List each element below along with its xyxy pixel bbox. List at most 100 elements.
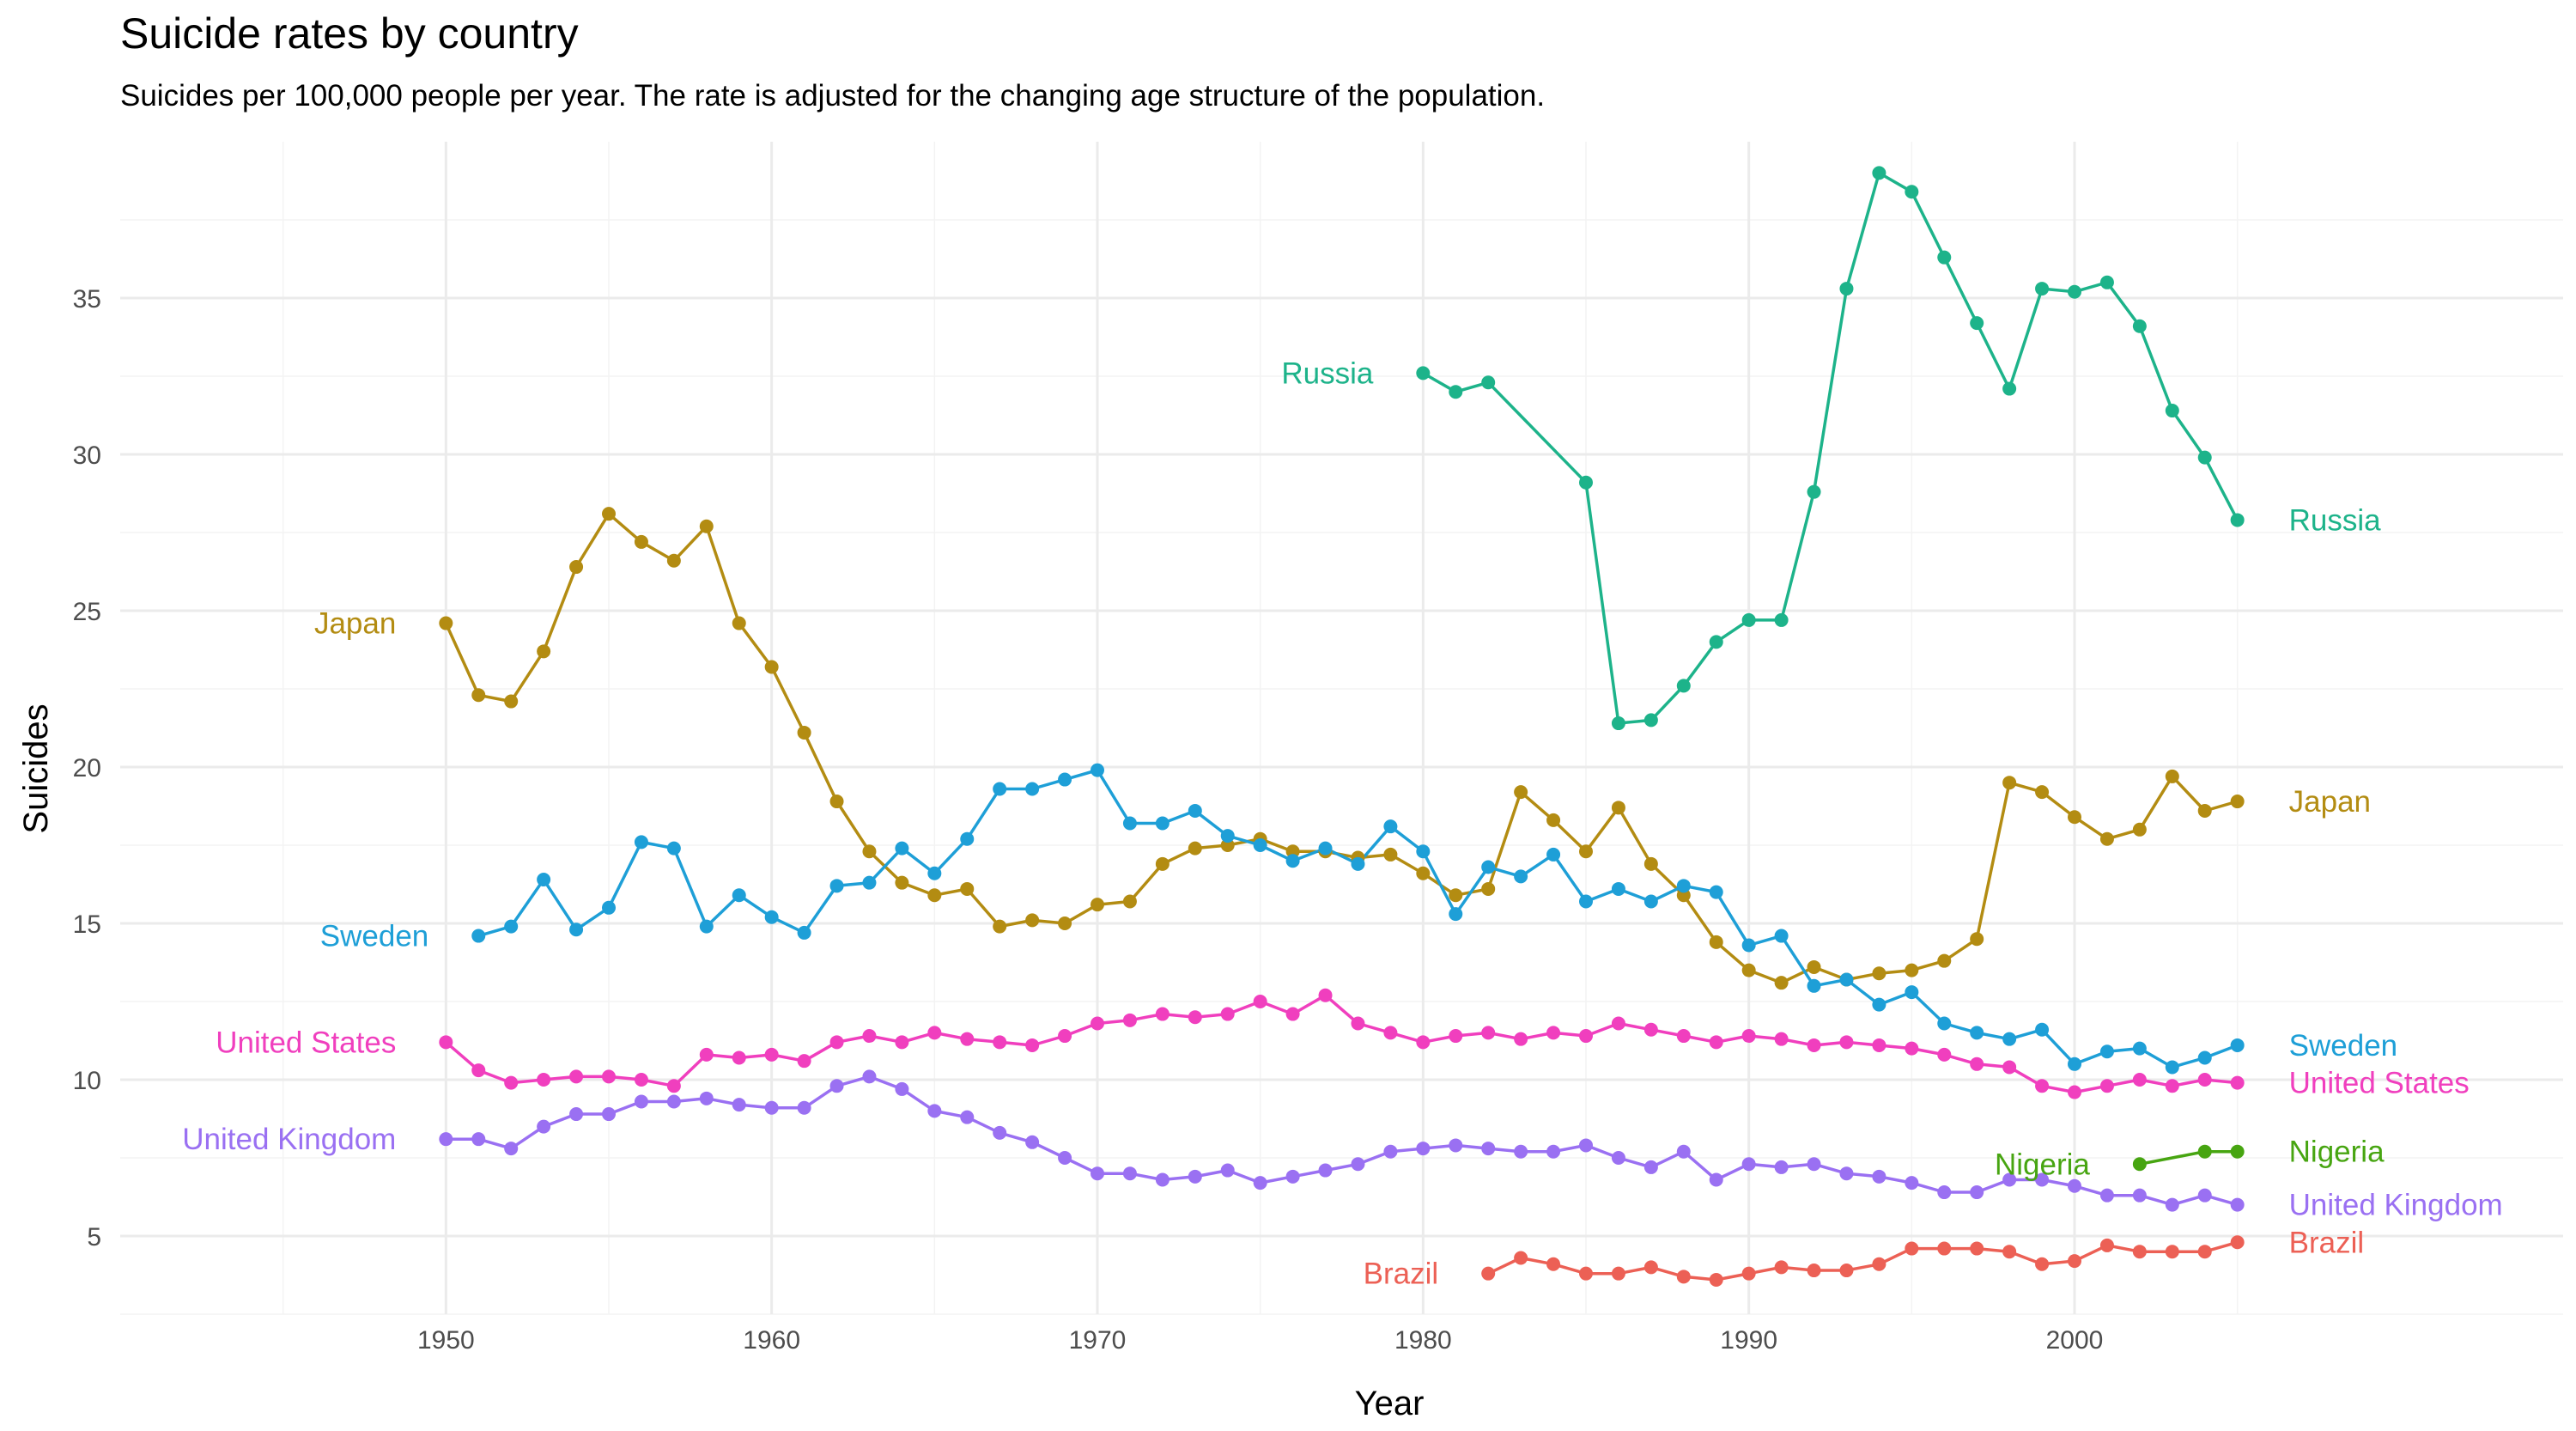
brazil-point — [1872, 1257, 1886, 1271]
x-tick-label: 1960 — [743, 1326, 800, 1355]
united-states-point — [1546, 1026, 1561, 1040]
united-states-point — [797, 1054, 811, 1069]
sweden-point — [1383, 819, 1398, 834]
japan-point — [960, 881, 975, 896]
united-states-point — [1611, 1016, 1625, 1031]
sweden-point — [1351, 856, 1365, 871]
sweden-point — [2002, 1032, 2017, 1046]
united-states-point — [1025, 1038, 1040, 1052]
united-states-point — [537, 1073, 551, 1087]
russia-end-label: Russia — [2289, 503, 2382, 537]
united-states-point — [829, 1035, 844, 1050]
united-kingdom-point — [1155, 1172, 1170, 1187]
united-kingdom-point — [1905, 1176, 1919, 1190]
united-kingdom-point — [862, 1069, 877, 1084]
series-lines — [444, 171, 2239, 1282]
united-states-point — [1318, 988, 1333, 1002]
sweden-point — [1741, 938, 1756, 953]
brazil-point — [1546, 1257, 1561, 1271]
russia-point — [1741, 612, 1756, 627]
japan-point — [829, 795, 844, 809]
united-states-point — [960, 1032, 975, 1046]
brazil-point — [1970, 1241, 1984, 1256]
united-kingdom-point — [439, 1132, 453, 1147]
y-axis-ticks: 5 10 15 20 25 30 35 — [73, 285, 101, 1251]
united-states-point — [1416, 1035, 1431, 1050]
sweden-point — [1905, 985, 1919, 1000]
japan-point — [504, 694, 519, 709]
sweden-point — [1449, 907, 1463, 922]
japan-point — [1709, 935, 1723, 949]
japan-end-label: Japan — [2289, 785, 2371, 819]
united-states-point — [1285, 1007, 1300, 1021]
sweden-point — [2035, 1022, 2050, 1037]
united-states-point — [569, 1069, 584, 1084]
united-kingdom-point — [1091, 1166, 1104, 1181]
brazil-point — [1611, 1266, 1625, 1281]
nigeria-end-label: Nigeria — [2289, 1136, 2385, 1169]
united-states-end-label: United States — [2289, 1067, 2470, 1100]
sweden-point — [764, 910, 779, 924]
sweden-point — [797, 925, 811, 940]
russia-point — [2002, 381, 2017, 396]
russia-point — [1872, 166, 1886, 180]
sweden-point — [732, 888, 746, 903]
y-tick-label: 35 — [73, 285, 101, 314]
japan-point — [1188, 841, 1202, 856]
united-kingdom-point — [1676, 1144, 1691, 1159]
japan-point — [1643, 856, 1658, 871]
united-kingdom-point — [666, 1094, 681, 1109]
united-kingdom-point — [1970, 1185, 1984, 1200]
united-kingdom-point — [602, 1107, 616, 1122]
japan-point — [2068, 810, 2081, 825]
united-kingdom-point — [537, 1119, 551, 1134]
united-states-line — [445, 993, 2238, 1094]
united-states-point — [1253, 995, 1267, 1008]
united-kingdom-point — [960, 1110, 975, 1124]
united-kingdom-point — [471, 1132, 486, 1147]
russia-point — [1807, 484, 1821, 499]
united-kingdom-point — [829, 1079, 844, 1093]
russia-point — [1643, 713, 1658, 728]
japan-point — [1937, 953, 1952, 968]
japan-point — [666, 553, 681, 568]
united-states-point — [732, 1050, 746, 1065]
russia-point — [1449, 385, 1463, 399]
japan-point — [1970, 932, 1984, 947]
major-gridlines — [120, 142, 2563, 1314]
russia-point — [1611, 716, 1625, 731]
sweden-point — [993, 782, 1007, 796]
sweden-point — [1253, 838, 1267, 852]
united-kingdom-point — [993, 1125, 1007, 1140]
brazil-point — [1514, 1251, 1528, 1265]
japan-point — [2197, 803, 2212, 818]
russia-point — [2099, 275, 2114, 289]
japan-point — [699, 519, 714, 533]
brazil-point — [2132, 1245, 2147, 1259]
united-kingdom-point — [2197, 1188, 2212, 1203]
x-tick-label: 2000 — [2046, 1326, 2104, 1355]
japan-point — [927, 888, 942, 903]
united-states-point — [1970, 1057, 1984, 1071]
russia-point — [1937, 250, 1952, 265]
russia-point — [1774, 612, 1789, 627]
series-labels: Russia Russia Japan Japan Sweden Sweden United… — [182, 356, 2502, 1290]
japan-point — [1905, 963, 1919, 977]
russia-point — [2068, 284, 2081, 299]
y-tick-label: 30 — [73, 441, 101, 470]
russia-point — [1579, 475, 1593, 490]
united-kingdom-start-label: United Kingdom — [182, 1123, 396, 1156]
united-kingdom-point — [1611, 1151, 1625, 1165]
brazil-point — [2099, 1238, 2114, 1252]
japan-point — [764, 660, 779, 674]
united-states-start-label: United States — [216, 1026, 396, 1059]
japan-point — [1514, 785, 1528, 800]
y-tick-label: 25 — [73, 598, 101, 626]
united-states-point — [1514, 1032, 1528, 1046]
united-kingdom-point — [2099, 1188, 2114, 1203]
united-states-point — [927, 1026, 942, 1040]
japan-point — [471, 688, 486, 703]
x-axis-ticks: 1950 1960 1970 1980 1990 2000 — [417, 1326, 2103, 1355]
japan-point — [2165, 769, 2179, 783]
united-kingdom-point — [2002, 1172, 2017, 1187]
